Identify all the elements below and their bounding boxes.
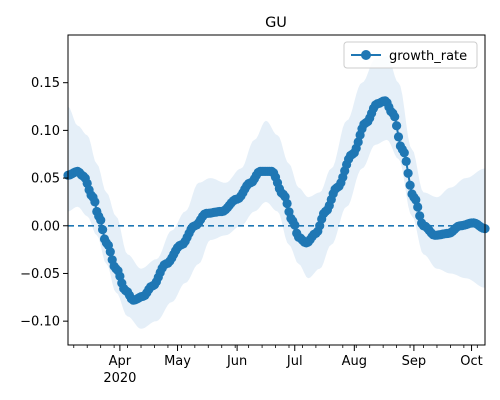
- y-tick-label: −0.05: [20, 267, 60, 282]
- y-tick-label: 0.00: [31, 219, 60, 234]
- data-point: [413, 202, 423, 212]
- x-tick-label: Sep: [402, 354, 427, 369]
- data-point: [90, 197, 100, 207]
- data-point: [98, 225, 108, 235]
- y-tick-label: 0.05: [31, 172, 60, 187]
- data-point: [399, 148, 409, 158]
- data-point: [390, 112, 400, 122]
- data-point: [393, 132, 404, 142]
- series-markers-growth-rate: [63, 96, 490, 305]
- axes-frame: [67, 34, 486, 346]
- y-tick-label: 0.10: [31, 124, 60, 139]
- legend: growth_rate: [343, 41, 478, 69]
- x-tick-label: Oct: [460, 354, 482, 369]
- x-tick-label: Jul: [286, 354, 303, 369]
- data-point: [405, 180, 415, 190]
- x-tick-label: May: [164, 354, 191, 369]
- data-point: [282, 198, 292, 209]
- chart-title: GU: [265, 15, 287, 31]
- data-point: [411, 195, 421, 205]
- data-point: [96, 215, 106, 225]
- data-point: [415, 211, 425, 221]
- x-tick-label: Aug: [342, 354, 367, 369]
- data-point: [403, 168, 413, 178]
- data-point: [392, 121, 402, 131]
- legend-box: [343, 41, 478, 69]
- legend-label-growth-rate: growth_rate: [389, 49, 467, 64]
- x-tick-label: Apr: [109, 354, 132, 369]
- data-point: [401, 156, 411, 166]
- x-year-label: 2020: [103, 371, 136, 386]
- y-tick-label: 0.15: [31, 76, 60, 91]
- y-axis: −0.10 −0.05 0.00 0.05 0.10 0.15: [20, 76, 68, 330]
- legend-marker-swatch: [361, 50, 371, 60]
- data-point: [290, 220, 300, 230]
- x-tick-label: Jun: [226, 354, 247, 369]
- data-point: [353, 137, 363, 147]
- plot-area: [63, 34, 490, 346]
- x-axis: Apr May Jun Jul Aug Sep Oct 2020: [73, 345, 483, 386]
- y-tick-label: −0.10: [20, 315, 60, 330]
- data-point: [105, 247, 115, 257]
